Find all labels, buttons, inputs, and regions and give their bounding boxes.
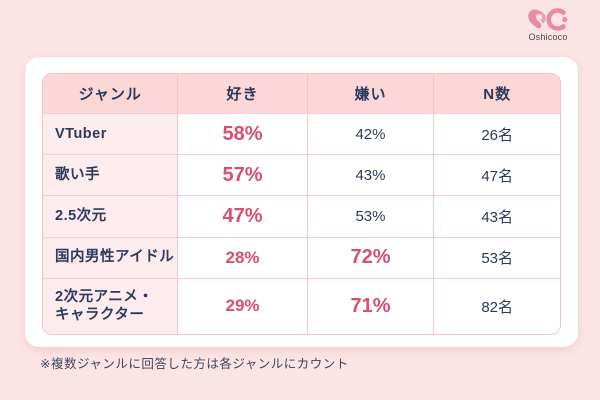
header-dislike: 嫌い — [306, 74, 434, 113]
like-value: 28% — [177, 236, 307, 278]
dislike-value: 71% — [306, 277, 434, 334]
table-row-utaite: 歌い手 57% 43% 47名 — [43, 154, 560, 196]
genre-cell: 国内男性アイドル — [43, 236, 178, 278]
brand-logo: Oshicoco — [522, 8, 574, 42]
survey-table: ジャンル 好き 嫌い N数 VTuber 58% 42% 26名 歌い手 57%… — [43, 74, 560, 334]
genre-cell: VTuber — [43, 113, 178, 155]
n-count-value: 53名 — [433, 236, 560, 278]
like-value: 29% — [177, 277, 307, 334]
header-n-count: N数 — [433, 74, 560, 113]
table-row-vtuber: VTuber 58% 42% 26名 — [43, 113, 560, 155]
dislike-value: 43% — [306, 154, 434, 196]
dislike-value: 53% — [306, 195, 434, 237]
header-like: 好き — [177, 74, 307, 113]
n-count-value: 82名 — [433, 277, 560, 334]
genre-cell: 2.5次元 — [43, 195, 178, 237]
oshicoco-heart-infinity-icon — [528, 8, 568, 31]
n-count-value: 26名 — [433, 113, 560, 155]
footnote: ※複数ジャンルに回答した方は各ジャンルにカウント — [40, 357, 349, 371]
genre-cell: 2次元アニメ・ キャラクター — [43, 277, 178, 334]
header-genre: ジャンル — [43, 74, 178, 113]
n-count-value: 43名 — [433, 195, 560, 237]
genre-cell: 歌い手 — [43, 154, 178, 196]
dislike-value: 42% — [306, 113, 434, 155]
like-value: 57% — [177, 154, 307, 196]
survey-table-container: ジャンル 好き 嫌い N数 VTuber 58% 42% 26名 歌い手 57%… — [42, 73, 561, 335]
n-count-value: 47名 — [433, 154, 560, 196]
brand-name: Oshicoco — [528, 32, 568, 42]
table-row-2-5-jigen: 2.5次元 47% 53% 43名 — [43, 195, 560, 237]
like-value: 58% — [177, 113, 307, 155]
survey-card: ジャンル 好き 嫌い N数 VTuber 58% 42% 26名 歌い手 57%… — [25, 57, 578, 347]
table-row-male-idol: 国内男性アイドル 28% 72% 53名 — [43, 236, 560, 278]
like-value: 47% — [177, 195, 307, 237]
dislike-value: 72% — [306, 236, 434, 278]
table-row-2d-anime-character: 2次元アニメ・ キャラクター 29% 71% 82名 — [43, 277, 560, 334]
header-row: ジャンル 好き 嫌い N数 — [43, 74, 560, 113]
